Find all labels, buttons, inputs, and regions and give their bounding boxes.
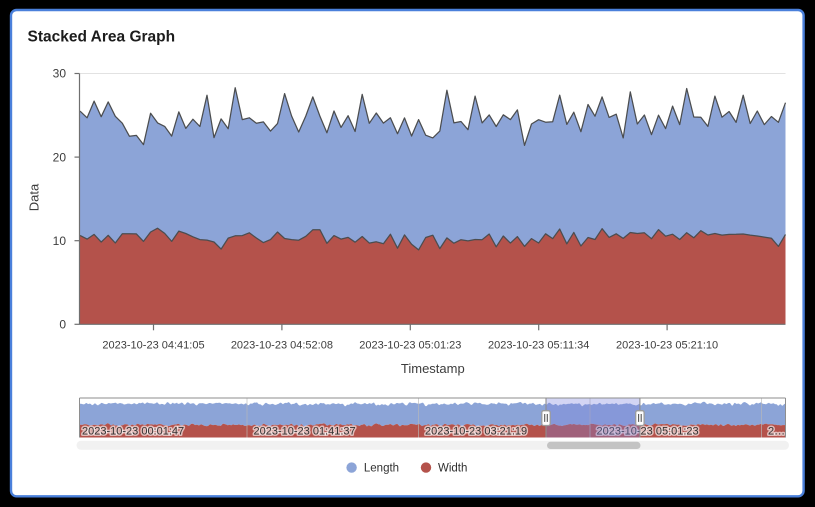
svg-text:2023-10-23 05:01:23: 2023-10-23 05:01:23 xyxy=(359,340,461,352)
svg-text:10: 10 xyxy=(53,234,67,248)
svg-text:2023-10-23 04:52:08: 2023-10-23 04:52:08 xyxy=(231,340,333,352)
svg-text:0: 0 xyxy=(59,318,66,332)
svg-text:2023-10-23 01:41:37: 2023-10-23 01:41:37 xyxy=(254,426,356,438)
svg-text:2023-10-23 05:11:34: 2023-10-23 05:11:34 xyxy=(488,340,589,352)
svg-text:2…: 2… xyxy=(768,426,785,438)
svg-text:2023-10-23 05:21:10: 2023-10-23 05:21:10 xyxy=(616,340,718,352)
svg-text:20: 20 xyxy=(53,150,67,164)
svg-text:2023-10-23 05:01:23: 2023-10-23 05:01:23 xyxy=(597,426,699,438)
svg-text:Timestamp: Timestamp xyxy=(401,361,465,376)
svg-text:Stacked Area Graph: Stacked Area Graph xyxy=(28,29,176,46)
svg-text:2023-10-23 04:41:05: 2023-10-23 04:41:05 xyxy=(102,340,204,352)
svg-text:Width: Width xyxy=(438,463,467,475)
svg-text:2023-10-23 03:21:19: 2023-10-23 03:21:19 xyxy=(425,426,527,438)
svg-text:Data: Data xyxy=(27,183,42,211)
svg-text:2023-10-23 00:01:47: 2023-10-23 00:01:47 xyxy=(82,426,184,438)
svg-text:Length: Length xyxy=(364,463,399,475)
svg-text:30: 30 xyxy=(53,67,67,81)
